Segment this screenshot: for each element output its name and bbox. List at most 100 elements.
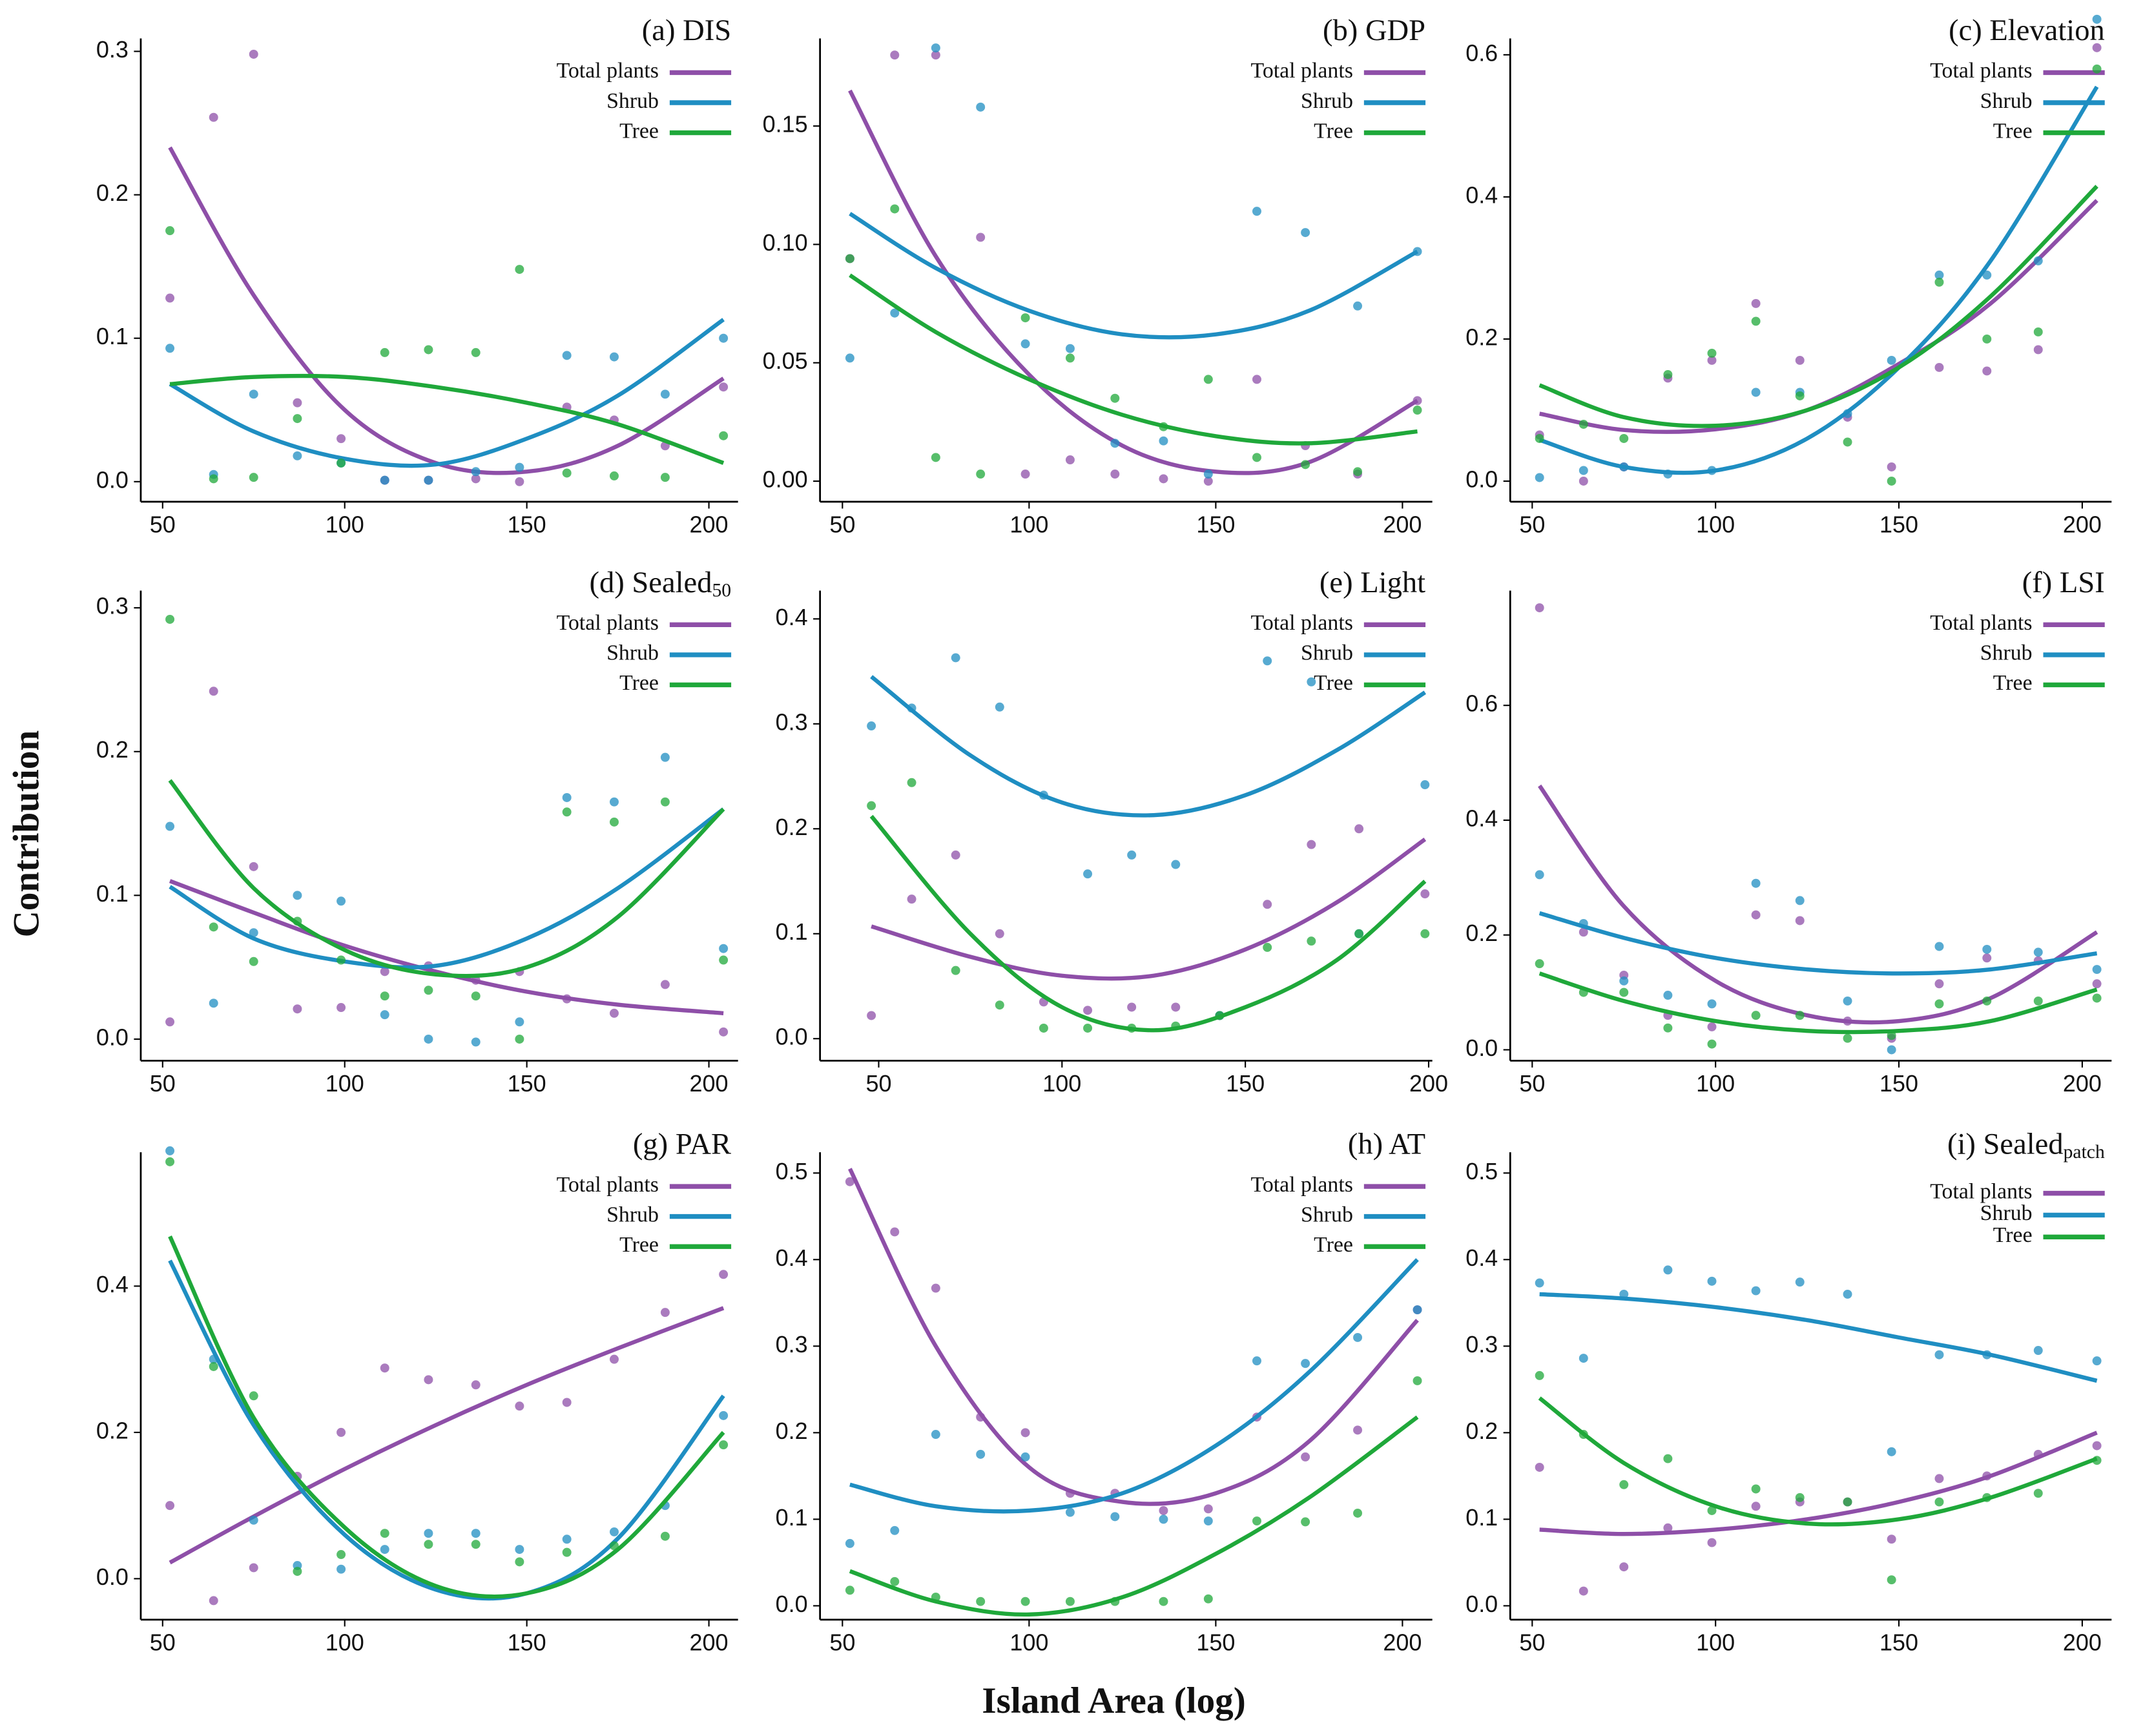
data-point [1982, 334, 1992, 344]
data-point [1065, 1596, 1075, 1606]
data-point [660, 797, 670, 807]
data-point [719, 1410, 729, 1420]
data-point [1203, 1594, 1213, 1604]
data-point [562, 468, 572, 478]
data-point [1751, 1286, 1761, 1296]
y-tick-label: 0.4 [1465, 805, 1498, 831]
data-point [1413, 406, 1422, 415]
x-tick-label: 150 [1226, 1070, 1265, 1097]
data-point [660, 980, 670, 989]
data-point [907, 894, 916, 904]
data-point [1420, 780, 1430, 790]
data-point [336, 896, 346, 906]
data-point [1203, 477, 1213, 486]
legend-label: Total plants [557, 611, 659, 635]
legend-label: Tree [619, 119, 659, 143]
panel-title: (b) GDP [1323, 14, 1425, 47]
legend-label: Shrub [1980, 641, 2033, 665]
data-point [976, 470, 986, 479]
y-tick-label: 0.1 [96, 323, 129, 349]
panel-title: (c) Elevation [1949, 14, 2105, 47]
data-point [1039, 1024, 1048, 1033]
data-point [1083, 869, 1093, 879]
data-point [1110, 393, 1120, 403]
legend-label: Total plants [1930, 611, 2032, 635]
fit-curve [1538, 911, 2098, 976]
data-point [1795, 391, 1805, 400]
fit-curve [1538, 971, 2098, 1035]
data-point [1887, 477, 1896, 486]
data-point [845, 254, 854, 264]
data-point [1127, 1002, 1137, 1012]
data-point [2033, 947, 2043, 957]
data-point [609, 1008, 619, 1018]
data-point [1751, 298, 1761, 308]
data-point [1843, 996, 1852, 1006]
data-point [424, 1529, 433, 1538]
data-point [1413, 1376, 1422, 1385]
legend-label: Tree [1993, 119, 2033, 143]
data-point [1301, 1359, 1310, 1369]
data-point [2033, 1346, 2043, 1356]
panel: 0.0 0.2 0.4 50 100 150 200 (g) PAR Total plants S… [96, 1128, 738, 1655]
y-tick-label: 0.15 [763, 111, 808, 138]
data-point [2033, 327, 2043, 336]
data-point [336, 1003, 346, 1012]
y-tick-label: 0.3 [1465, 1331, 1498, 1358]
data-point [515, 1034, 524, 1044]
data-point [845, 1538, 854, 1548]
data-point [1887, 1045, 1896, 1055]
legend-label: Total plants [1930, 59, 2032, 83]
data-point [1354, 929, 1364, 938]
data-point [1353, 1332, 1363, 1342]
legend-label: Total plants [557, 59, 659, 83]
data-point [380, 1545, 389, 1555]
data-point [424, 1034, 433, 1044]
data-point [1252, 1516, 1261, 1526]
x-tick-label: 100 [1696, 1070, 1735, 1097]
data-point [1663, 1023, 1673, 1033]
data-point [515, 1545, 524, 1555]
data-point [471, 991, 481, 1001]
x-tick-label: 50 [829, 511, 855, 537]
panel: 0.0 0.1 0.2 0.3 0.4 0.5 50 100 150 200 (i) Sealedp… [1465, 1128, 2112, 1655]
data-point [249, 473, 258, 482]
data-point [609, 797, 619, 807]
y-tick-label: 0.1 [1465, 1504, 1498, 1531]
y-tick-label: 0.1 [776, 1504, 808, 1531]
legend-label: Tree [619, 671, 659, 695]
y-tick-label: 0.0 [96, 1024, 129, 1050]
fit-curve [168, 1235, 725, 1599]
data-point [609, 817, 619, 827]
data-point [995, 1000, 1004, 1010]
panel-title-text: (f) LSI [2022, 566, 2105, 599]
data-point [1579, 927, 1588, 937]
data-point [931, 453, 940, 462]
data-point [931, 50, 940, 60]
data-point [1934, 270, 1944, 280]
data-point [293, 1567, 302, 1576]
x-tick-label: 50 [150, 511, 176, 537]
x-tick-label: 200 [690, 1070, 729, 1097]
data-point [1420, 929, 1430, 938]
y-tick-label: 0.10 [763, 229, 808, 256]
data-point [1020, 339, 1030, 349]
x-tick-label: 50 [829, 1629, 855, 1655]
data-point [1934, 942, 1944, 951]
data-point [336, 1564, 346, 1574]
data-point [165, 1146, 175, 1155]
y-tick-label: 0.2 [1465, 324, 1498, 350]
legend-label: Shrub [1301, 1203, 1353, 1226]
x-tick-label: 150 [1196, 1629, 1235, 1655]
data-point [249, 862, 258, 871]
x-tick-label: 100 [1042, 1070, 1081, 1097]
data-point [1203, 1516, 1213, 1526]
fit-curve [168, 779, 725, 978]
x-tick-label: 50 [1519, 1070, 1545, 1097]
data-point [845, 1586, 854, 1595]
x-tick-label: 100 [326, 1629, 364, 1655]
y-tick-label: 0.1 [776, 918, 808, 945]
data-point [609, 352, 619, 362]
x-tick-label: 150 [1879, 511, 1918, 537]
data-point [845, 1177, 854, 1186]
